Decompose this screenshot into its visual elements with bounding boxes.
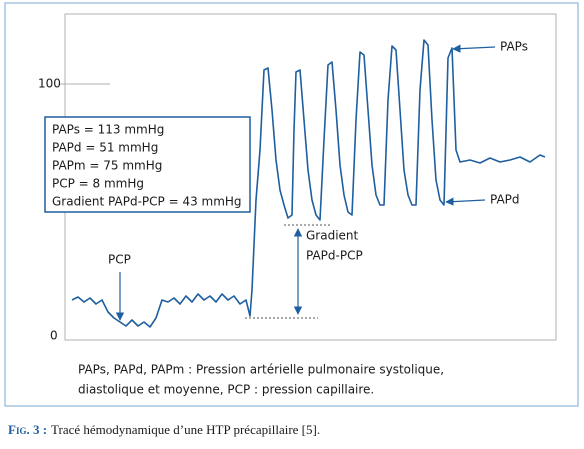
info-line: PAPm = 75 mmHg: [52, 159, 162, 173]
annotation: PCP: [108, 253, 131, 267]
annotation: PAPd-PCP: [306, 249, 363, 263]
arrow: [445, 197, 486, 206]
figure-frame: [4, 2, 579, 407]
tick-label: 100: [38, 77, 61, 91]
annotation: Gradient: [306, 229, 359, 243]
info-box: [44, 116, 251, 213]
info-line: PAPd = 51 mmHg: [52, 141, 158, 155]
caption-text: Tracé hémodynamique d’une HTP précapilla…: [51, 422, 320, 437]
info-line: PAPs = 113 mmHg: [52, 123, 164, 137]
annotation: PAPs: [500, 40, 528, 54]
legend-line: PAPs, PAPd, PAPm : Pression artérielle p…: [78, 363, 444, 377]
annotation: PAPd: [490, 193, 520, 207]
arrow: [452, 44, 496, 53]
pressure-trace: [71, 39, 546, 328]
info-line: PCP = 8 mmHg: [52, 177, 144, 191]
caption-label: Fig. 3 :: [8, 422, 47, 437]
tick-label: 0: [50, 329, 58, 343]
info-line: Gradient PAPd-PCP = 43 mmHg: [52, 195, 242, 209]
legend-line: diastolique et moyenne, PCP : pression c…: [78, 383, 374, 397]
